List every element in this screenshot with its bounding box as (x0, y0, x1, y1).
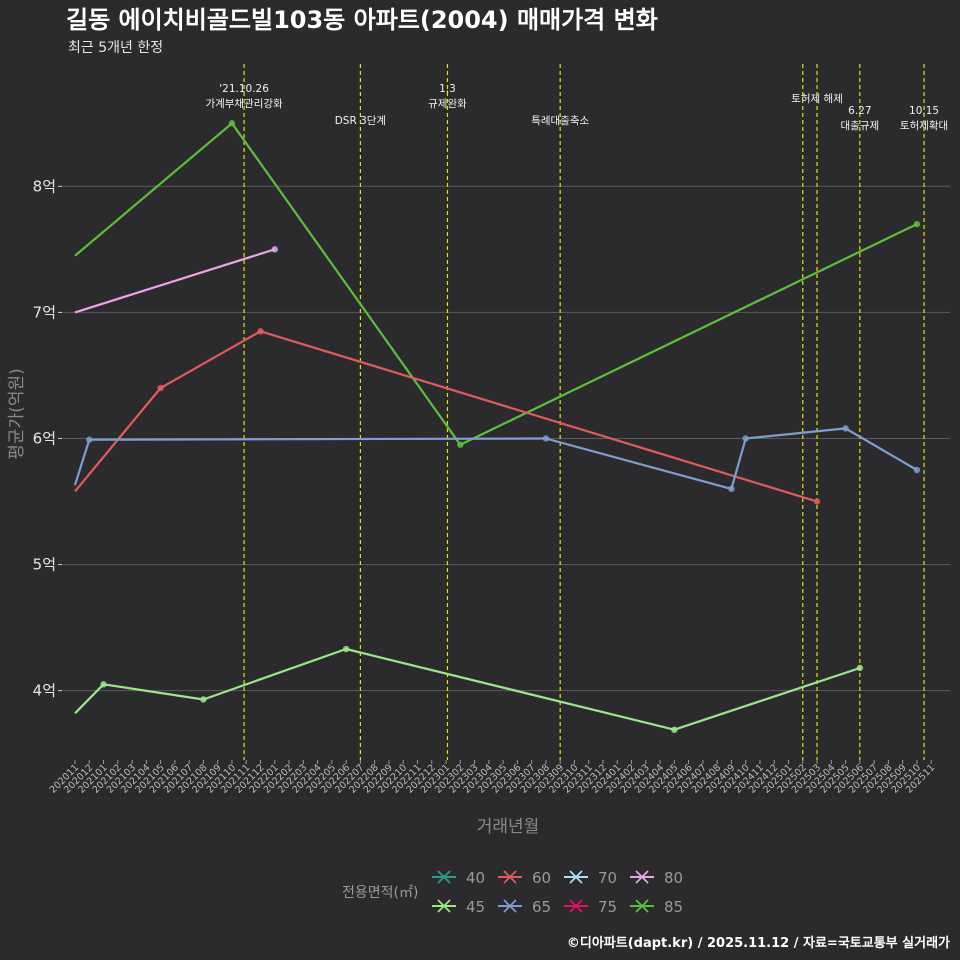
series-point-45-2022-06 (342, 645, 350, 653)
event-label-7-0: 10.15 (909, 105, 939, 117)
legend-label-80: 80 (664, 869, 683, 887)
legend-label-70: 70 (598, 869, 617, 887)
y-tick-label-5: 5억 (33, 556, 56, 574)
series-point-45-2025-06 (856, 664, 864, 672)
series-point-60-2025-03 (813, 498, 821, 505)
legend-key-cross-b-80 (635, 870, 649, 884)
legend-key-cross-b-70 (569, 870, 583, 884)
series-point-65-2020-12 (86, 436, 93, 443)
legend-key-cross-b-75 (569, 899, 583, 913)
y-axis-label: 평균가(억원) (7, 368, 27, 459)
series-point-65-2023-08 (542, 435, 550, 442)
legend-key-cross-b-40 (437, 870, 451, 884)
y-tick-label-8: 8억 (33, 177, 56, 195)
data-series (73, 120, 921, 733)
series-point-85-2023-02 (457, 441, 464, 448)
x-axis-ticks: 2020112020122021012021022021032021042021… (48, 760, 937, 796)
legend: 전용면적(㎡) 40 60 70 80 45 65 75 85 (342, 869, 683, 916)
legend-key-cross-b-85 (635, 899, 649, 913)
legend-key-cross-b-65 (503, 899, 517, 913)
y-tick-label-4: 4억 (33, 682, 56, 700)
y-tick-label-6: 6억 (33, 429, 56, 447)
legend-label-40: 40 (466, 869, 485, 887)
event-label-2-0: 1.3 (439, 83, 456, 95)
event-label-6-0: 6.27 (848, 105, 871, 117)
series-point-45-2021-01 (100, 681, 107, 688)
event-label-2-1: 규제완화 (428, 97, 467, 110)
legend-key-cross-b-45 (437, 899, 451, 913)
legend-label-85: 85 (664, 898, 683, 916)
series-line-85 (74, 122, 918, 446)
event-label-6-1: 대출규제 (841, 120, 880, 132)
series-point-65-2025-05 (842, 425, 849, 432)
series-line-45 (74, 647, 861, 731)
event-label-5-0: 토허제 해제 (791, 92, 843, 105)
legend-label-75: 75 (598, 898, 617, 916)
series-point-65-2025-10 (913, 466, 921, 474)
chart-subtitle: 최근 5개년 한정 (68, 40, 163, 56)
chart-title: 길동 에이치비골드빌103동 아파트(2004) 매매가격 변화 (66, 6, 658, 34)
legend-key-cross-b-60 (503, 870, 517, 884)
y-tick-label-7: 7억 (33, 303, 56, 321)
legend-label-60: 60 (532, 869, 551, 887)
series-point-65-2024-10 (742, 435, 749, 442)
event-label-7-1: 토허제확대 (900, 119, 948, 132)
series-point-45-2021-08 (200, 696, 207, 703)
legend-title: 전용면적(㎡) (342, 885, 418, 901)
series-point-80-2022-01 (271, 246, 278, 253)
event-label-0-1: 가계부채관리강화 (205, 98, 283, 110)
legend-label-65: 65 (532, 898, 551, 916)
event-label-0-0: '21.10.26 (219, 83, 269, 95)
event-label-3-0: 특례대출축소 (531, 115, 589, 127)
y-axis-ticks: 4억 5억 6억 7억 8억 (33, 177, 62, 700)
series-point-60-2021-12 (257, 328, 264, 335)
legend-label-45: 45 (466, 898, 485, 916)
series-point-60-2021-05 (157, 384, 164, 392)
series-point-65-2024-09 (728, 485, 735, 493)
event-label-1-0: DSR 3단계 (335, 115, 386, 127)
series-point-45-2024-05 (671, 726, 678, 733)
series-point-85-2025-10 (913, 220, 921, 228)
series-point-85-2021-10 (228, 120, 236, 127)
x-axis-label: 거래년월 (477, 817, 540, 837)
source-caption: ©디아파트(dapt.kr) / 2025.11.12 / 자료=국토교통부 실… (567, 935, 950, 951)
series-line-80 (74, 248, 276, 314)
